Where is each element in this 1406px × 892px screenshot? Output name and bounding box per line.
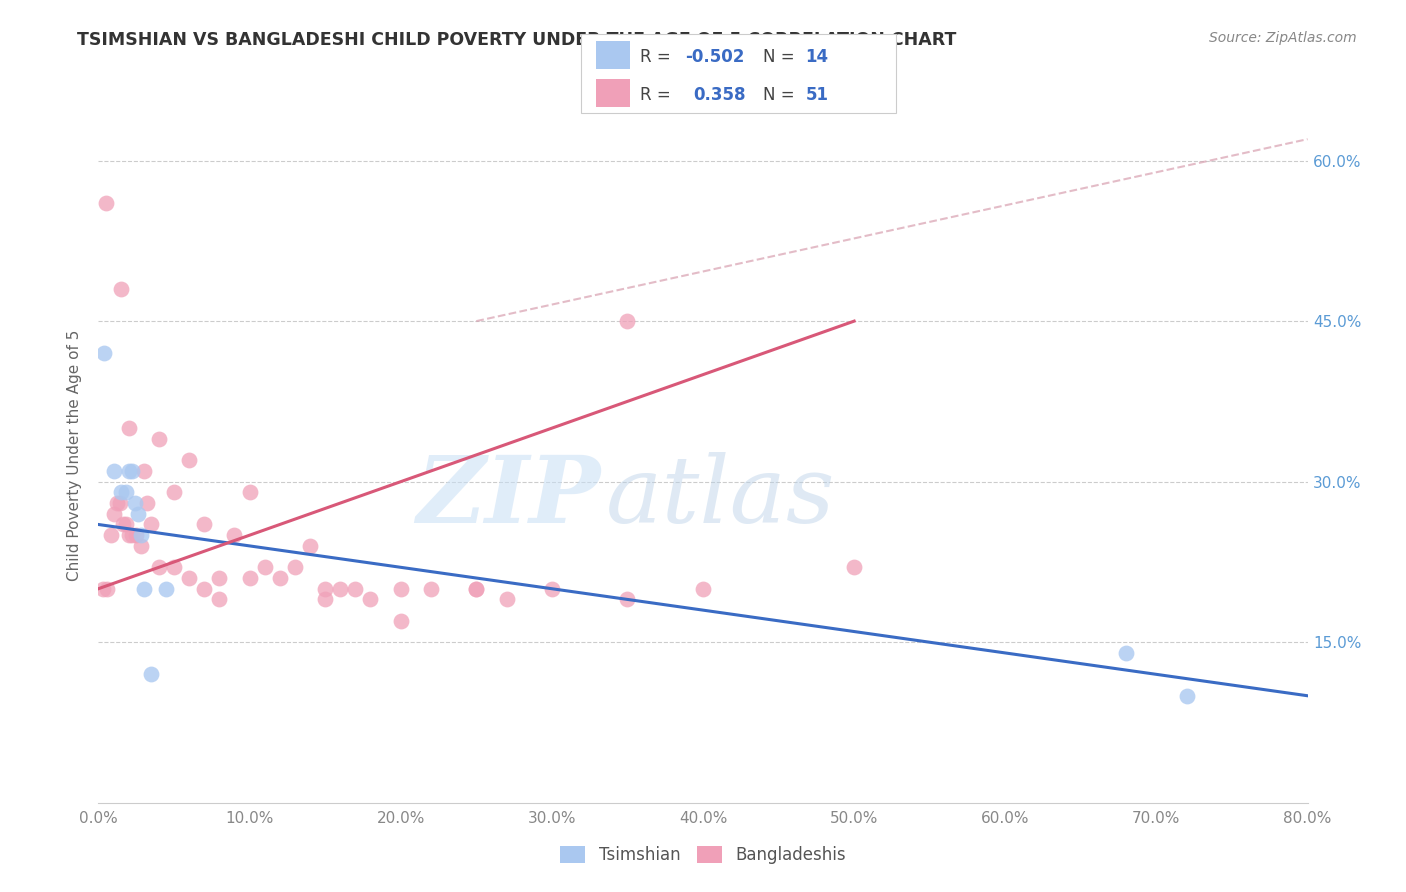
- Text: R =: R =: [640, 48, 676, 66]
- Point: [465, 582, 488, 596]
- Point: [96, 582, 118, 596]
- Point: [1175, 689, 1198, 703]
- Point: [118, 464, 141, 478]
- Point: [108, 496, 131, 510]
- Point: [389, 582, 412, 596]
- Legend: Tsimshian, Bangladeshis: Tsimshian, Bangladeshis: [554, 839, 852, 871]
- Point: [314, 592, 336, 607]
- Point: [135, 496, 157, 510]
- Point: [110, 485, 132, 500]
- Point: [148, 432, 170, 446]
- Text: 14: 14: [806, 48, 828, 66]
- Point: [420, 582, 443, 596]
- Point: [105, 496, 128, 510]
- Point: [132, 582, 155, 596]
- Point: [692, 582, 714, 596]
- Point: [179, 453, 201, 467]
- Point: [239, 485, 262, 500]
- Point: [141, 517, 163, 532]
- Point: [111, 517, 134, 532]
- Point: [114, 485, 136, 500]
- Point: [329, 582, 352, 596]
- Point: [100, 528, 122, 542]
- Point: [127, 507, 149, 521]
- Point: [465, 582, 488, 596]
- Point: [163, 485, 186, 500]
- Text: Source: ZipAtlas.com: Source: ZipAtlas.com: [1209, 31, 1357, 45]
- Point: [124, 496, 146, 510]
- Point: [132, 464, 155, 478]
- Text: R =: R =: [640, 86, 681, 103]
- Point: [253, 560, 276, 574]
- Point: [239, 571, 262, 585]
- Point: [103, 507, 125, 521]
- Point: [299, 539, 322, 553]
- Text: N =: N =: [763, 86, 800, 103]
- Point: [121, 528, 143, 542]
- Point: [224, 528, 246, 542]
- Text: TSIMSHIAN VS BANGLADESHI CHILD POVERTY UNDER THE AGE OF 5 CORRELATION CHART: TSIMSHIAN VS BANGLADESHI CHILD POVERTY U…: [77, 31, 956, 49]
- Point: [540, 582, 562, 596]
- Point: [844, 560, 866, 574]
- Point: [94, 196, 117, 211]
- Text: -0.502: -0.502: [685, 48, 744, 66]
- Point: [91, 582, 114, 596]
- Point: [193, 582, 215, 596]
- Point: [389, 614, 412, 628]
- Point: [110, 282, 132, 296]
- Point: [284, 560, 307, 574]
- Point: [121, 464, 143, 478]
- Point: [118, 528, 141, 542]
- Point: [495, 592, 517, 607]
- Point: [344, 582, 367, 596]
- Point: [129, 539, 152, 553]
- Point: [616, 314, 638, 328]
- Point: [141, 667, 163, 681]
- Point: [114, 517, 136, 532]
- Point: [616, 592, 638, 607]
- Point: [93, 346, 115, 360]
- Point: [129, 528, 152, 542]
- Point: [148, 560, 170, 574]
- Point: [208, 571, 231, 585]
- Point: [155, 582, 177, 596]
- Point: [208, 592, 231, 607]
- Text: 0.358: 0.358: [693, 86, 745, 103]
- Point: [1115, 646, 1137, 660]
- Text: ZIP: ZIP: [416, 451, 600, 541]
- Point: [314, 582, 336, 596]
- Point: [103, 464, 125, 478]
- Point: [179, 571, 201, 585]
- Text: atlas: atlas: [606, 451, 835, 541]
- Y-axis label: Child Poverty Under the Age of 5: Child Poverty Under the Age of 5: [67, 329, 83, 581]
- Point: [163, 560, 186, 574]
- Point: [118, 421, 141, 435]
- Point: [269, 571, 291, 585]
- Point: [360, 592, 382, 607]
- Text: 51: 51: [806, 86, 828, 103]
- Point: [125, 528, 148, 542]
- Text: N =: N =: [763, 48, 800, 66]
- Point: [193, 517, 215, 532]
